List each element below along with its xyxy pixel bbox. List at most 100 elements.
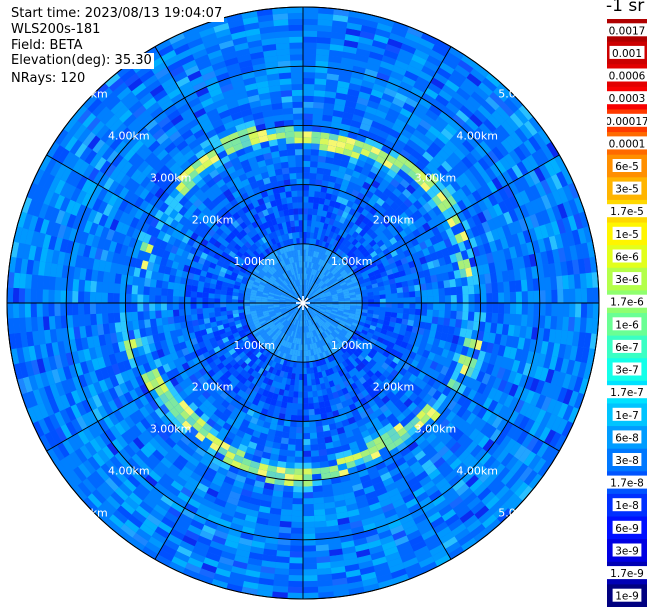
beta-cell bbox=[150, 326, 159, 335]
beta-cell bbox=[417, 380, 428, 390]
beta-cell bbox=[286, 296, 292, 300]
beta-cell bbox=[54, 411, 66, 427]
beta-cell bbox=[270, 501, 282, 510]
beta-cell bbox=[324, 344, 330, 351]
beta-cell bbox=[181, 347, 190, 356]
beta-cell bbox=[310, 311, 315, 317]
beta-cell bbox=[30, 230, 40, 247]
beta-cell bbox=[305, 308, 308, 315]
beta-cell bbox=[352, 483, 364, 492]
beta-cell bbox=[292, 288, 297, 294]
beta-cell bbox=[568, 390, 579, 407]
beta-cell bbox=[260, 279, 268, 285]
beta-cell bbox=[245, 427, 255, 436]
beta-cell bbox=[277, 180, 285, 188]
beta-cell bbox=[292, 238, 297, 245]
beta-cell bbox=[318, 310, 325, 314]
beta-cell bbox=[231, 303, 238, 307]
beta-cell bbox=[317, 579, 333, 587]
beta-cell bbox=[299, 368, 303, 375]
beta-cell bbox=[91, 269, 99, 282]
beta-cell bbox=[332, 330, 339, 337]
beta-cell bbox=[294, 313, 299, 320]
beta-cell bbox=[298, 220, 303, 227]
beta-cell bbox=[136, 109, 151, 123]
beta-cell bbox=[157, 429, 170, 442]
beta-cell bbox=[226, 243, 234, 251]
beta-cell bbox=[221, 239, 230, 248]
beta-cell bbox=[120, 274, 128, 285]
beta-cell bbox=[311, 343, 316, 350]
beta-cell bbox=[514, 481, 529, 498]
beta-cell bbox=[150, 350, 160, 361]
beta-cell bbox=[55, 163, 68, 180]
beta-cell bbox=[285, 298, 292, 301]
beta-cell bbox=[188, 332, 197, 340]
beta-cell bbox=[184, 502, 199, 514]
beta-cell bbox=[219, 135, 231, 145]
beta-cell bbox=[174, 192, 185, 203]
beta-cell bbox=[305, 308, 309, 314]
beta-cell bbox=[238, 341, 246, 349]
beta-cell bbox=[92, 211, 103, 225]
beta-cell bbox=[214, 264, 222, 272]
beta-cell bbox=[238, 289, 246, 294]
beta-cell bbox=[152, 128, 166, 141]
beta-cell bbox=[305, 255, 308, 262]
beta-cell bbox=[364, 420, 375, 430]
beta-cell bbox=[282, 333, 287, 340]
beta-cell bbox=[366, 331, 374, 338]
beta-cell bbox=[215, 219, 224, 228]
beta-cell bbox=[487, 442, 500, 456]
beta-cell bbox=[291, 408, 298, 416]
beta-cell bbox=[422, 443, 434, 455]
beta-cell bbox=[303, 421, 310, 428]
beta-cell bbox=[109, 473, 123, 488]
beta-cell bbox=[501, 421, 514, 436]
beta-cell bbox=[278, 455, 287, 462]
beta-cell bbox=[206, 108, 219, 119]
beta-cell bbox=[102, 402, 114, 416]
beta-cell bbox=[213, 357, 222, 366]
beta-cell bbox=[294, 280, 298, 287]
beta-cell bbox=[331, 115, 343, 124]
beta-cell bbox=[407, 319, 415, 327]
beta-cell bbox=[318, 240, 324, 247]
beta-cell bbox=[276, 466, 286, 474]
beta-cell bbox=[265, 255, 272, 262]
beta-cell bbox=[160, 414, 172, 426]
beta-cell bbox=[303, 285, 305, 292]
beta-cell bbox=[72, 278, 80, 292]
beta-cell bbox=[287, 202, 294, 210]
beta-cell bbox=[500, 470, 515, 486]
beta-cell bbox=[254, 226, 262, 234]
beta-cell bbox=[164, 511, 179, 524]
beta-cell bbox=[343, 106, 356, 115]
beta-cell bbox=[285, 304, 292, 306]
beta-cell bbox=[196, 417, 207, 428]
beta-cell bbox=[198, 275, 206, 283]
beta-cell bbox=[42, 275, 50, 290]
beta-cell bbox=[108, 514, 125, 529]
beta-cell bbox=[137, 285, 145, 295]
beta-cell bbox=[296, 320, 300, 327]
beta-cell bbox=[284, 233, 290, 241]
beta-cell bbox=[155, 303, 162, 311]
beta-cell bbox=[259, 330, 267, 337]
beta-cell bbox=[321, 228, 327, 236]
beta-cell bbox=[392, 530, 407, 541]
beta-cell bbox=[181, 508, 196, 520]
beta-cell bbox=[172, 303, 179, 310]
beta-cell bbox=[257, 400, 265, 409]
beta-cell bbox=[322, 345, 328, 352]
beta-cell bbox=[288, 309, 294, 315]
beta-cell bbox=[243, 299, 250, 303]
beta-cell bbox=[209, 508, 223, 519]
beta-cell bbox=[169, 65, 185, 78]
beta-cell bbox=[299, 314, 302, 321]
beta-cell bbox=[162, 324, 170, 333]
beta-cell bbox=[219, 169, 229, 179]
beta-cell bbox=[277, 363, 283, 371]
beta-cell bbox=[179, 225, 189, 235]
beta-cell bbox=[533, 423, 546, 440]
